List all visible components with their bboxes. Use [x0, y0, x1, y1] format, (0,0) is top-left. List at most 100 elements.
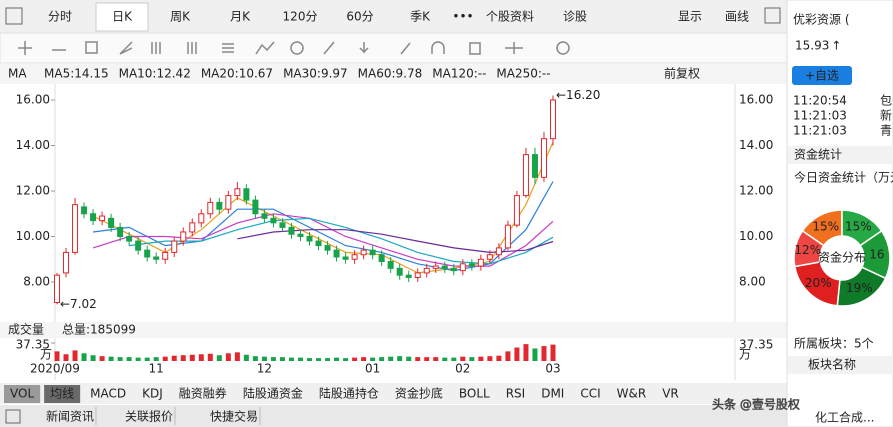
- slice-label: 16: [869, 248, 884, 262]
- active-tab: [95, 2, 149, 32]
- tab[interactable]: 季K: [410, 10, 431, 24]
- tab[interactable]: 周K: [170, 10, 191, 24]
- tab[interactable]: 60分: [346, 10, 373, 24]
- volume-bar: [153, 357, 159, 361]
- volume-bar: [261, 356, 267, 361]
- tab[interactable]: 日K: [112, 10, 133, 24]
- volume-bar: [442, 357, 448, 361]
- x-tick-label: 12: [257, 362, 272, 376]
- volume-bar: [108, 356, 114, 361]
- candle-body: [378, 254, 385, 263]
- candle-body: [477, 258, 484, 267]
- candle-body: [216, 201, 223, 210]
- candle-body: [126, 236, 133, 242]
- candle-body: [324, 245, 331, 251]
- ma-legend: MA5:14.15: [44, 67, 109, 81]
- volume-bar: [54, 351, 60, 361]
- fund-center: 资金分布: [818, 250, 866, 265]
- trade-time: 11:20:54: [793, 94, 847, 108]
- indicator-tab[interactable]: MACD: [90, 387, 126, 401]
- indicator-tab[interactable]: BOLL: [459, 387, 490, 401]
- fund-subtitle: 今日资金统计（万元: [794, 170, 893, 185]
- adjust[interactable]: 前复权: [664, 66, 700, 81]
- stock-name: 优彩资源 (: [793, 13, 850, 27]
- candle-body: [297, 233, 304, 238]
- volume-bar: [90, 355, 96, 361]
- tool-button[interactable]: 画线: [725, 10, 749, 24]
- candle-body: [288, 226, 295, 235]
- indicator-tab[interactable]: 陆股通持仓: [319, 386, 379, 401]
- sector-name[interactable]: 化工合成...: [815, 410, 874, 425]
- y-tick-label: 8.00: [739, 275, 766, 289]
- indicator-tab[interactable]: W&R: [617, 387, 647, 401]
- candle-body: [369, 249, 376, 256]
- indicator-tab[interactable]: KDJ: [142, 387, 163, 401]
- volume-bar: [252, 356, 258, 361]
- candle-body: [351, 254, 358, 260]
- indicator-tab[interactable]: VOL: [10, 387, 34, 401]
- menu-icon[interactable]: [5, 7, 23, 25]
- trade-time: 11:21:03: [793, 109, 847, 123]
- volume-unit: 万: [739, 348, 751, 362]
- indicator-tab[interactable]: RSI: [506, 387, 526, 401]
- watch-label[interactable]: +自选: [805, 69, 839, 83]
- indicator-tab[interactable]: VR: [662, 387, 679, 401]
- trade-tag: 包: [880, 94, 892, 108]
- candle-body: [90, 213, 97, 222]
- volume-bar: [532, 348, 538, 361]
- slice-label: 12%: [794, 243, 821, 257]
- candle-body: [81, 206, 88, 215]
- tab[interactable]: 个股资料: [486, 10, 534, 24]
- volume-bar: [406, 356, 412, 361]
- x-tick-label: 11: [149, 362, 164, 376]
- candle-body: [54, 274, 60, 303]
- layout-icon[interactable]: [764, 7, 781, 24]
- volume-title: 成交量: [8, 322, 44, 337]
- bottom-tab[interactable]: 关联报价: [125, 409, 173, 424]
- volume-bar: [297, 357, 303, 361]
- ma-line: [92, 213, 554, 267]
- y-tick-label: 37.35: [16, 338, 50, 352]
- x-tick-label: 01: [365, 362, 380, 376]
- tab[interactable]: 分时: [48, 10, 72, 24]
- x-tick-label: 2020/09: [30, 362, 80, 376]
- bottom-bar: [0, 405, 787, 427]
- ma-line: [93, 181, 554, 272]
- candle-body: [162, 251, 169, 260]
- volume-bar: [388, 356, 394, 361]
- volume-bar: [415, 357, 421, 361]
- volume-bar: [496, 355, 502, 361]
- trade-tag: 新: [880, 108, 892, 123]
- section-bar: [788, 146, 893, 164]
- indicator-tab[interactable]: 均线: [50, 387, 74, 401]
- indicator-tab[interactable]: 陆股通资金: [243, 386, 303, 401]
- volume-bar: [379, 357, 385, 361]
- volume-bar: [361, 357, 367, 361]
- candle-body: [387, 261, 394, 269]
- y-tick-label: 8.00: [23, 275, 50, 289]
- bottom-tab[interactable]: 新闻资讯: [46, 409, 94, 424]
- candle-body: [522, 154, 529, 197]
- tab[interactable]: •••: [452, 10, 473, 24]
- slice-label: 15%: [812, 220, 839, 234]
- volume-bar: [198, 354, 204, 361]
- volume-bar: [325, 358, 331, 361]
- active-tab: [44, 385, 81, 403]
- indicator-tab[interactable]: 资金抄底: [395, 386, 443, 401]
- slice-label: 15%: [845, 220, 872, 234]
- indicator-tab[interactable]: CCI: [580, 387, 600, 401]
- draw-toolbar: [0, 32, 788, 64]
- tool-button[interactable]: 显示: [678, 10, 702, 24]
- section-bar: [788, 356, 893, 374]
- indicator-tab[interactable]: 融资融券: [179, 386, 227, 401]
- bottom-tab[interactable]: 快捷交易: [210, 409, 258, 424]
- candle-body: [405, 274, 412, 278]
- panel-icon[interactable]: [5, 409, 21, 424]
- volume-bar: [433, 357, 439, 361]
- tab[interactable]: 月K: [230, 10, 251, 24]
- indicator-tab[interactable]: DMI: [541, 387, 564, 401]
- tab[interactable]: 诊股: [563, 10, 587, 24]
- tab[interactable]: 120分: [283, 10, 318, 24]
- watch-button[interactable]: [792, 66, 852, 85]
- candle-body: [432, 265, 439, 269]
